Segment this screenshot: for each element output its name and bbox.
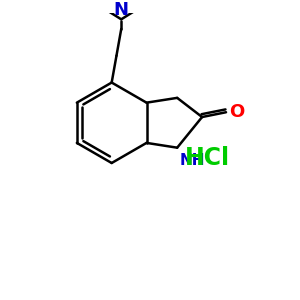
Text: O: O xyxy=(229,103,244,121)
Text: HCl: HCl xyxy=(185,146,230,170)
Text: NH: NH xyxy=(180,153,206,168)
Text: N: N xyxy=(114,1,129,19)
